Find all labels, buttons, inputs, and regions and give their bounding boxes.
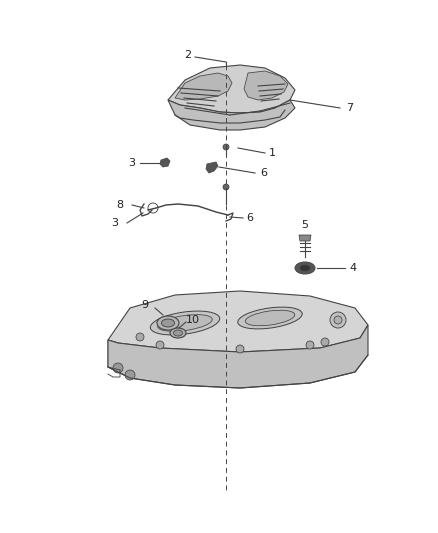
- Polygon shape: [168, 100, 295, 130]
- Circle shape: [334, 316, 342, 324]
- Text: 4: 4: [350, 263, 357, 273]
- Text: 7: 7: [346, 103, 353, 113]
- Text: 2: 2: [184, 50, 191, 60]
- Polygon shape: [108, 291, 368, 352]
- Circle shape: [223, 184, 229, 190]
- Circle shape: [306, 341, 314, 349]
- Ellipse shape: [157, 316, 179, 330]
- Ellipse shape: [173, 330, 183, 336]
- Ellipse shape: [238, 307, 302, 329]
- Ellipse shape: [300, 265, 310, 271]
- Ellipse shape: [158, 314, 212, 332]
- Polygon shape: [108, 325, 368, 388]
- Polygon shape: [108, 340, 118, 370]
- Circle shape: [156, 341, 164, 349]
- Circle shape: [330, 312, 346, 328]
- Ellipse shape: [150, 311, 220, 335]
- Ellipse shape: [295, 262, 315, 274]
- Circle shape: [125, 370, 135, 380]
- Circle shape: [136, 333, 144, 341]
- Polygon shape: [244, 71, 288, 100]
- Circle shape: [236, 345, 244, 353]
- Text: 6: 6: [247, 213, 254, 223]
- Text: 9: 9: [141, 300, 148, 310]
- Polygon shape: [160, 158, 170, 167]
- Circle shape: [113, 363, 123, 373]
- Polygon shape: [175, 73, 232, 100]
- Text: 10: 10: [186, 315, 200, 325]
- Polygon shape: [206, 162, 218, 173]
- Polygon shape: [299, 235, 311, 241]
- Text: 8: 8: [117, 200, 124, 210]
- Ellipse shape: [170, 328, 186, 338]
- Circle shape: [321, 338, 329, 346]
- Text: 1: 1: [268, 148, 276, 158]
- Polygon shape: [168, 65, 295, 113]
- Text: 5: 5: [301, 220, 308, 230]
- Circle shape: [223, 144, 229, 150]
- Text: 3: 3: [112, 218, 119, 228]
- Text: 6: 6: [261, 168, 268, 178]
- Ellipse shape: [245, 310, 295, 326]
- Text: 3: 3: [128, 158, 135, 168]
- Ellipse shape: [162, 319, 174, 327]
